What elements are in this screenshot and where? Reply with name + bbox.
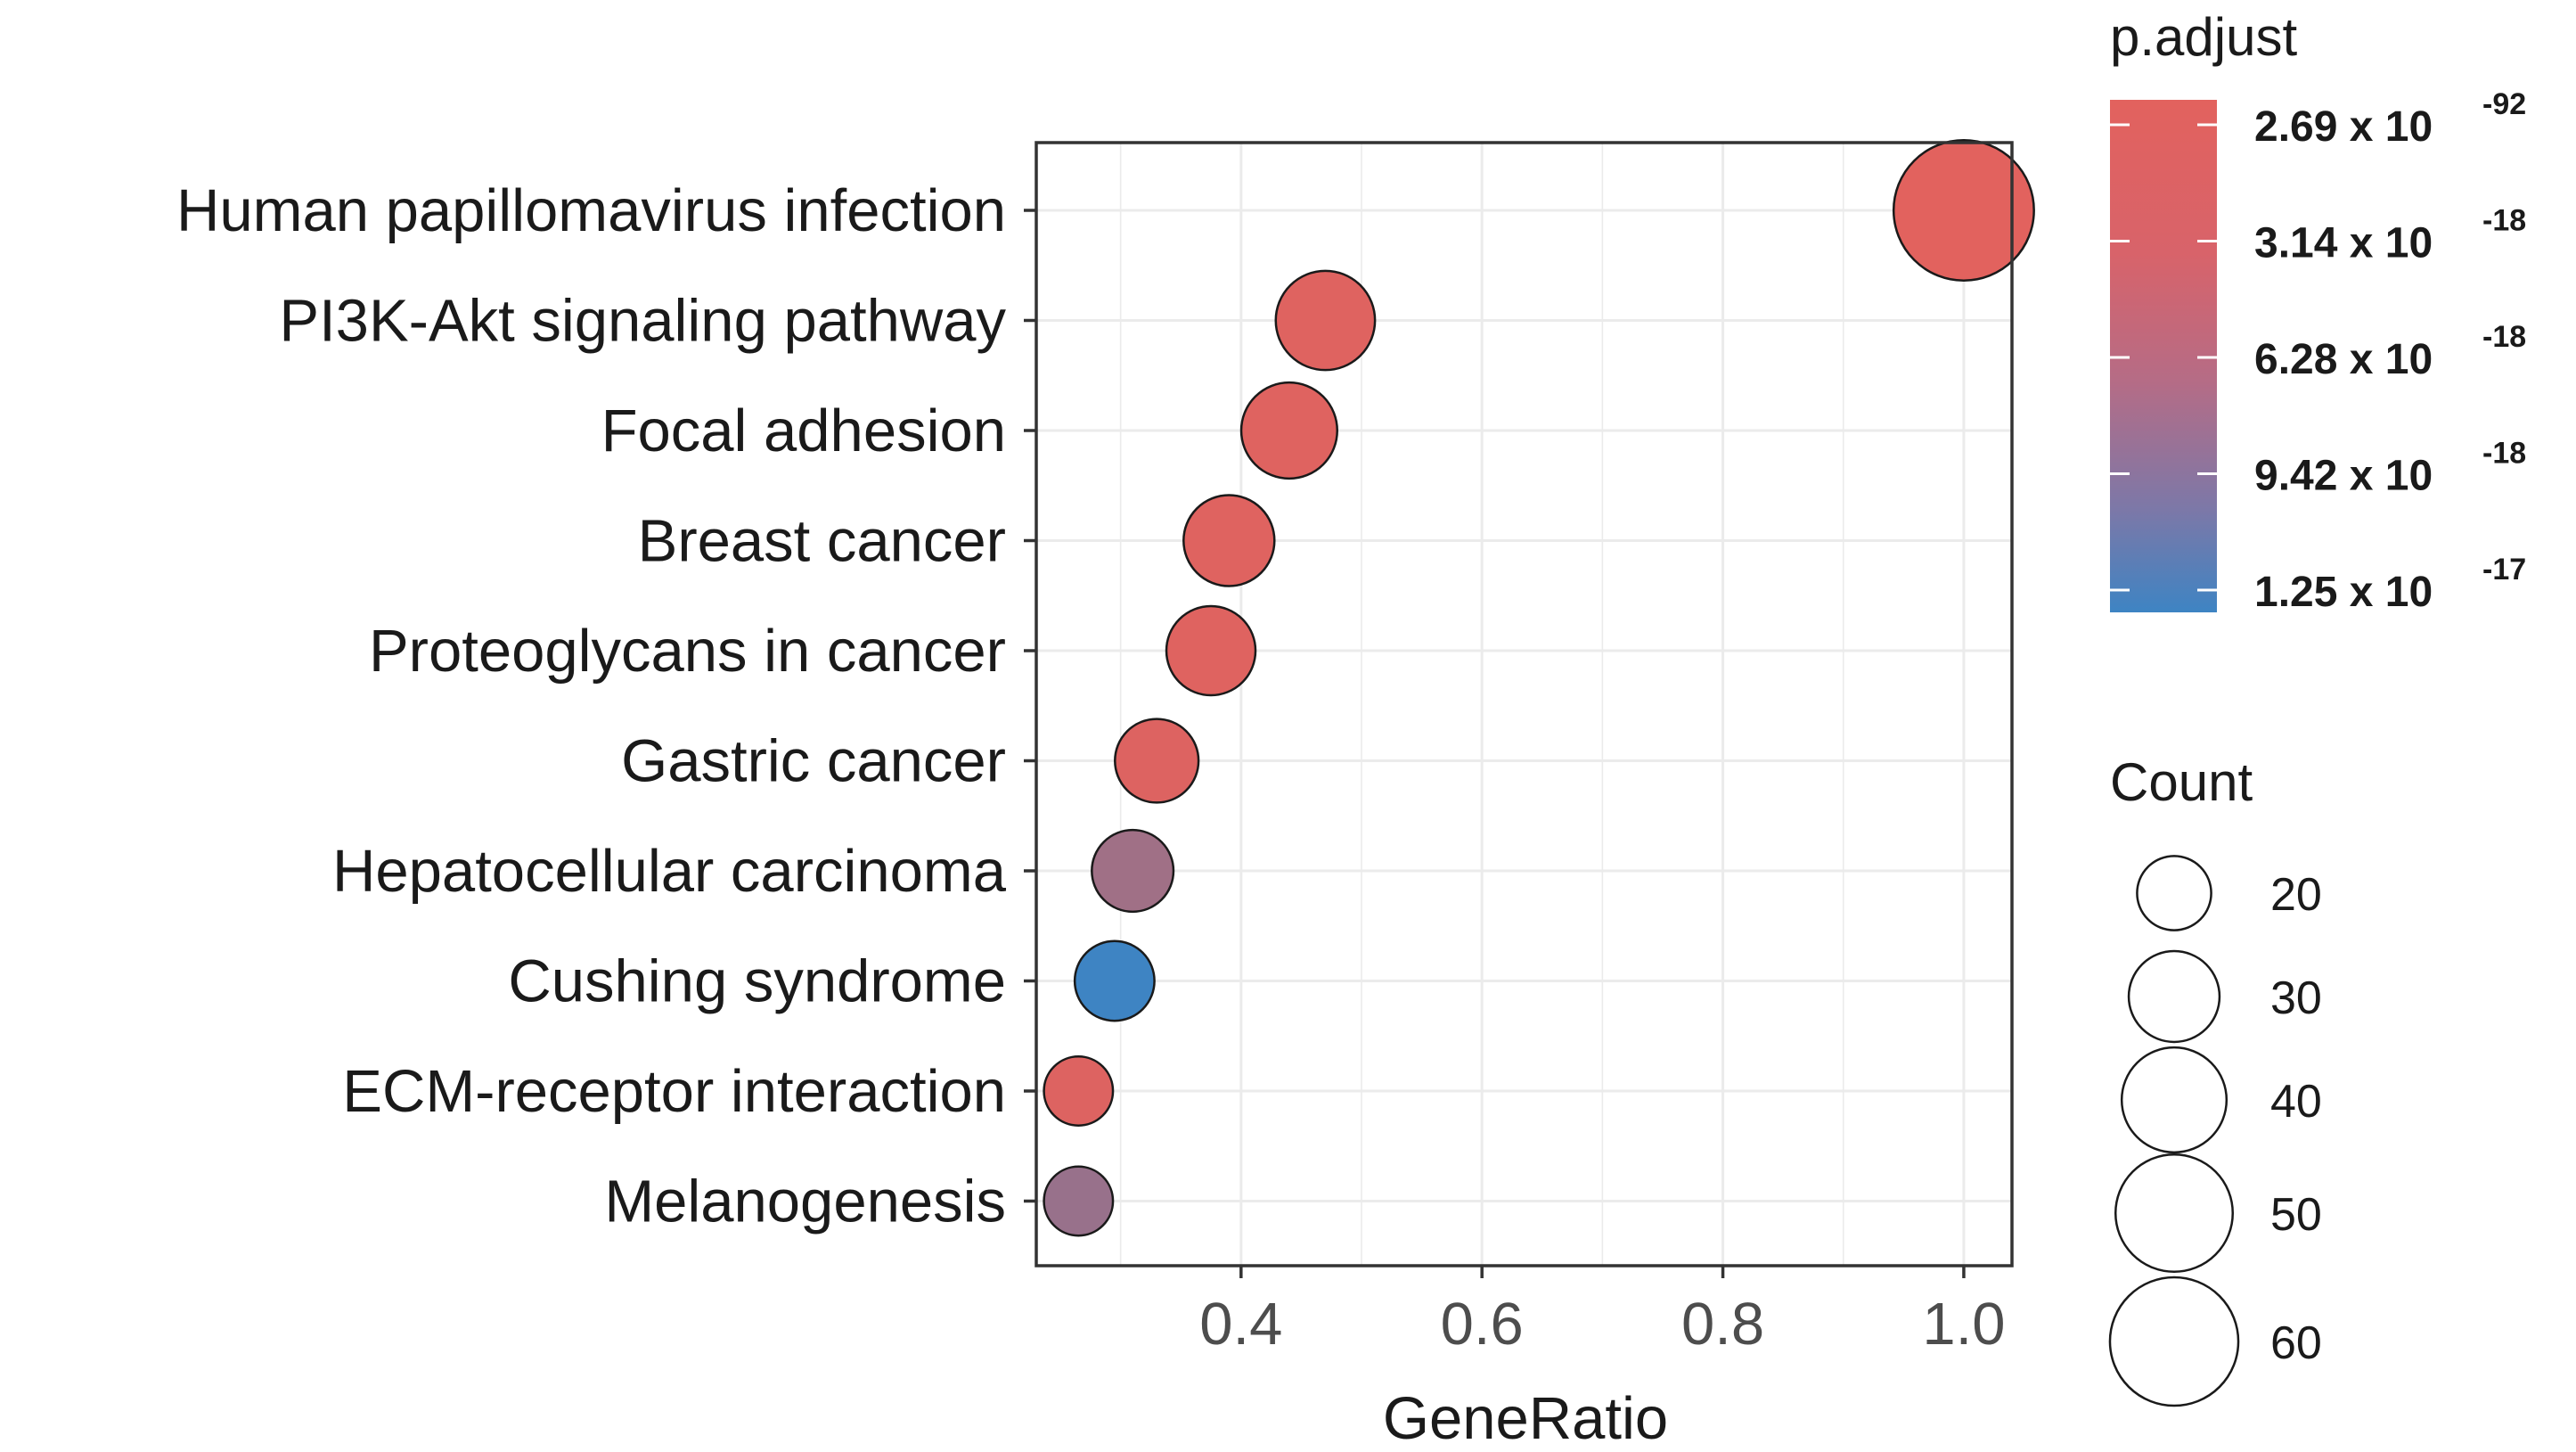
x-tick-label: 0.4	[1199, 1291, 1282, 1358]
color-legend-exponent: -18	[2482, 437, 2526, 471]
y-tick-label: Melanogenesis	[604, 1169, 1006, 1235]
size-legend-circle	[2108, 1276, 2240, 1407]
size-legend-label: 30	[2270, 972, 2322, 1024]
color-legend-exponent: -18	[2482, 320, 2526, 354]
y-tick-label: Focal adhesion	[601, 398, 1006, 464]
size-legend-label: 50	[2270, 1189, 2322, 1241]
data-point	[1043, 1055, 1115, 1127]
x-tick-label: 0.6	[1441, 1291, 1524, 1358]
y-tick-label: Gastric cancer	[621, 728, 1006, 795]
x-tick-label: 0.8	[1681, 1291, 1764, 1358]
size-legend-circle	[2114, 1153, 2235, 1274]
size-legend-circle	[2127, 949, 2221, 1044]
y-tick-label: ECM-receptor interaction	[342, 1058, 1006, 1125]
y-tick-label: Cushing syndrome	[508, 948, 1006, 1015]
data-point	[1274, 269, 1377, 372]
data-point	[1892, 139, 2035, 282]
data-point	[1165, 604, 1257, 697]
color-legend: p.adjust 2.69 x 10 -92 3.14 x 10 -18 6.28 x …	[2110, 7, 2526, 616]
size-legend-title: Count	[2110, 752, 2253, 812]
data-point	[1239, 381, 1338, 480]
color-legend-label: 3.14 x 10	[2254, 220, 2433, 267]
data-point	[1114, 718, 1200, 804]
y-tick-label: PI3K-Akt signaling pathway	[279, 288, 1006, 355]
data-point	[1091, 828, 1175, 914]
data-point	[1073, 939, 1156, 1022]
y-tick-label: Proteoglycans in cancer	[369, 618, 1006, 685]
size-legend-label: 40	[2270, 1076, 2322, 1128]
x-axis-ticks: 0.4 0.6 0.8 1.0	[1199, 1266, 2005, 1358]
color-legend-label: 1.25 x 10	[2254, 569, 2433, 616]
color-legend-exponent: -18	[2482, 204, 2526, 238]
size-legend-circle	[2136, 855, 2212, 931]
size-legend-label: 60	[2270, 1317, 2322, 1369]
x-axis-title: GeneRatio	[1383, 1385, 1668, 1452]
y-tick-label: Human papillomavirus infection	[176, 177, 1006, 244]
size-legend-label: 20	[2270, 869, 2322, 921]
panel-border	[1034, 141, 2014, 1267]
size-legend: Count 20 30 40 50 60	[2108, 752, 2322, 1407]
size-legend-circle	[2120, 1046, 2228, 1154]
data-point	[1043, 1165, 1115, 1237]
y-tick-label: Breast cancer	[638, 508, 1006, 575]
color-legend-exponent: -17	[2482, 553, 2526, 587]
data-point	[1182, 494, 1276, 587]
grid	[1036, 143, 2012, 1266]
color-legend-label: 2.69 x 10	[2254, 103, 2433, 151]
color-legend-label: 6.28 x 10	[2254, 336, 2433, 383]
color-legend-exponent: -92	[2482, 87, 2526, 121]
color-legend-label: 9.42 x 10	[2254, 453, 2433, 500]
y-tick-label: Hepatocellular carcinoma	[332, 838, 1007, 905]
data-points	[1043, 139, 2035, 1237]
y-axis-labels: Human papillomavirus infection PI3K-Akt s…	[176, 177, 1036, 1235]
x-tick-label: 1.0	[1922, 1291, 2005, 1358]
color-legend-title: p.adjust	[2110, 7, 2297, 67]
